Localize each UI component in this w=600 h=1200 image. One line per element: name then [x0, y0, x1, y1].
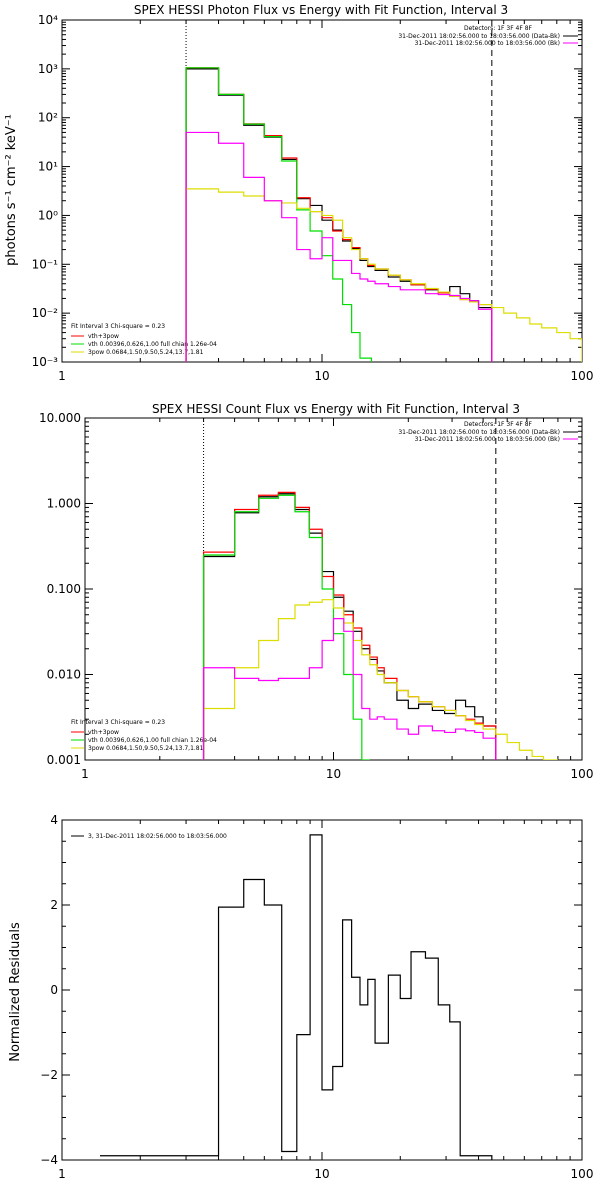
count-x-tick-label: 10: [326, 767, 341, 781]
count-legend-total-label: vth+3pow: [88, 729, 119, 736]
photon-y-tick-label: 10⁻²: [32, 306, 59, 320]
photon-y-tick-label: 10⁰: [38, 208, 58, 222]
photon-legend-total-label: vth+3pow: [88, 333, 119, 340]
count-panel-title: SPEX HESSI Count Flux vs Energy with Fit…: [152, 402, 520, 416]
residuals-plot: 1 10 100 −4 −2 0 2 4: [40, 813, 593, 1181]
count-y-tick-label: 0.001: [47, 753, 81, 767]
residuals-y-tick-label: 2: [50, 898, 58, 912]
photon-legend-pow-label: 3pow 0.0684,1.50,9.50,5.24,13.7,1.81: [88, 349, 204, 356]
count-x-tick-label: 100: [571, 767, 594, 781]
count-detectors-text: Detectors: 1F 3F 4F 8F: [464, 421, 533, 428]
photon-panel-title: SPEX HESSI Photon Flux vs Energy with Fi…: [134, 3, 508, 17]
photon-y-tick-label: 10⁻³: [32, 355, 59, 369]
count-legend-vth-label: vth 0.00396,0.626,1.00 full chian 1.26e-…: [88, 737, 217, 744]
count-y-tick-label: 1.000: [47, 497, 81, 511]
residuals-y-tick-label: −2: [40, 1068, 58, 1082]
photon-y-tick-label: 10³: [38, 62, 58, 76]
count-interval-data-bk: 31-Dec-2011 18:02:56.000 to 18:03:56.000…: [398, 429, 560, 436]
photon-x-tick-label: 100: [571, 369, 594, 383]
photon-detectors-text: Detectors: 1F 3F 4F 8F: [464, 25, 533, 32]
photon-y-tick-label: 10⁻¹: [32, 257, 59, 271]
photon-y-tick-label: 10¹: [38, 160, 58, 174]
residuals-y-tick-label: 0: [50, 983, 58, 997]
count-interval-bk: 31-Dec-2011 18:02:56.000 to 18:03:56.000…: [415, 436, 560, 443]
residuals-y-axis-label: Normalized Residuals: [8, 922, 23, 1062]
photon-vth-series: [185, 67, 373, 362]
count-pow-series: [202, 599, 558, 760]
count-plot: 1 10 100 0.001 0.010 0.100 1.000 10.000: [39, 411, 593, 781]
photon-y-axis-label: photons s⁻¹ cm⁻² keV⁻¹: [4, 114, 19, 266]
residuals-legend-label: 3, 31-Dec-2011 18:02:56.000 to 18:03:56.…: [88, 833, 227, 840]
count-y-tick-label: 10.000: [39, 411, 81, 425]
photon-fit-info: Fit Interval 3 Chi-square = 0.23: [71, 323, 165, 330]
photon-plot: 1 10 100 10⁻³ 10⁻² 10⁻¹ 10⁰ 10¹ 10² 10³ 10⁴: [32, 13, 594, 383]
residuals-data-series: [99, 834, 493, 1160]
photon-y-tick-label: 10²: [38, 111, 58, 125]
photon-y-tick-label: 10⁴: [38, 13, 58, 27]
photon-x-tick-label: 1: [58, 369, 66, 383]
residuals-x-tick-label: 100: [571, 1167, 594, 1181]
photon-flux-panel: SPEX HESSI Photon Flux vs Energy with Fi…: [4, 3, 578, 356]
count-vth-series: [202, 494, 370, 760]
residuals-panel: Normalized Residuals 3, 31-Dec-2011 18:0…: [8, 833, 227, 1062]
residuals-y-tick-label: −4: [40, 1153, 58, 1167]
count-y-tick-label: 0.100: [47, 582, 81, 596]
residuals-y-tick-label: 4: [50, 813, 58, 827]
residuals-x-tick-label: 10: [314, 1167, 329, 1181]
residuals-x-tick-label: 1: [58, 1167, 66, 1181]
count-fit-info: Fit Interval 3 Chi-square = 0.23: [71, 719, 165, 726]
photon-interval-data-bk: 31-Dec-2011 18:02:56.000 to 18:03:56.000…: [398, 33, 560, 40]
count-x-tick-label: 1: [81, 767, 89, 781]
count-legend-pow-label: 3pow 0.0684,1.50,9.50,5.24,13.7,1.81: [88, 745, 204, 752]
photon-pow-series: [185, 188, 582, 362]
photon-x-tick-label: 10: [314, 369, 329, 383]
photon-bk-series: [185, 131, 493, 362]
count-data-series: [202, 493, 497, 760]
count-bk-series: [202, 618, 497, 760]
count-flux-panel: SPEX HESSI Count Flux vs Energy with Fit…: [71, 402, 578, 752]
photon-legend-vth-label: vth 0.00396,0.626,1.00 full chian 1.26e-…: [88, 341, 217, 348]
photon-interval-bk: 31-Dec-2011 18:02:56.000 to 18:03:56.000…: [415, 40, 560, 47]
count-y-tick-label: 0.010: [47, 668, 81, 682]
